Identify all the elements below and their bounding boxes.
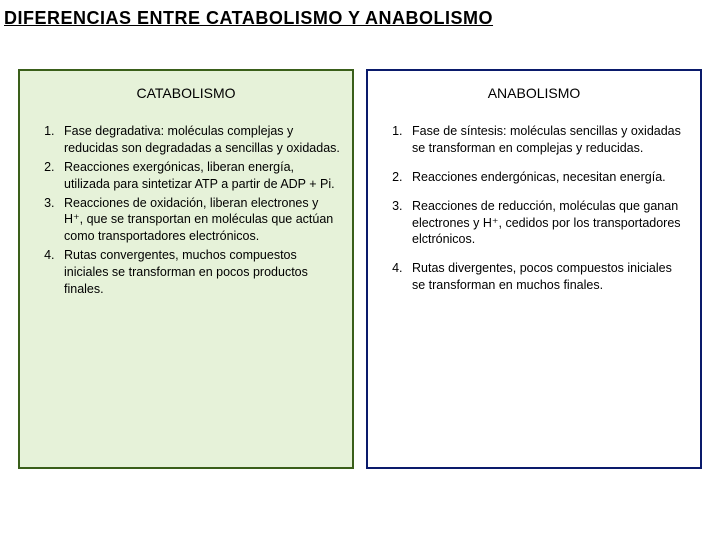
list-item: Rutas divergentes, pocos compuestos inic…	[406, 260, 688, 294]
list-item: Reacciones exergónicas, liberan energía,…	[58, 159, 340, 193]
panel-heading-left: CATABOLISMO	[32, 85, 340, 101]
list-item: Rutas convergentes, muchos compuestos in…	[58, 247, 340, 298]
panel-anabolismo: ANABOLISMO Fase de síntesis: moléculas s…	[366, 69, 702, 469]
list-anabolismo: Fase de síntesis: moléculas sencillas y …	[380, 123, 688, 294]
list-item: Reacciones endergónicas, necesitan energ…	[406, 169, 688, 186]
list-item: Fase degradativa: moléculas complejas y …	[58, 123, 340, 157]
page-title: DIFERENCIAS ENTRE CATABOLISMO Y ANABOLIS…	[0, 0, 720, 29]
list-catabolismo: Fase degradativa: moléculas complejas y …	[32, 123, 340, 298]
panels-container: CATABOLISMO Fase degradativa: moléculas …	[0, 29, 720, 469]
panel-catabolismo: CATABOLISMO Fase degradativa: moléculas …	[18, 69, 354, 469]
list-item: Reacciones de reducción, moléculas que g…	[406, 198, 688, 249]
panel-heading-right: ANABOLISMO	[380, 85, 688, 101]
list-item: Fase de síntesis: moléculas sencillas y …	[406, 123, 688, 157]
list-item: Reacciones de oxidación, liberan electro…	[58, 195, 340, 246]
